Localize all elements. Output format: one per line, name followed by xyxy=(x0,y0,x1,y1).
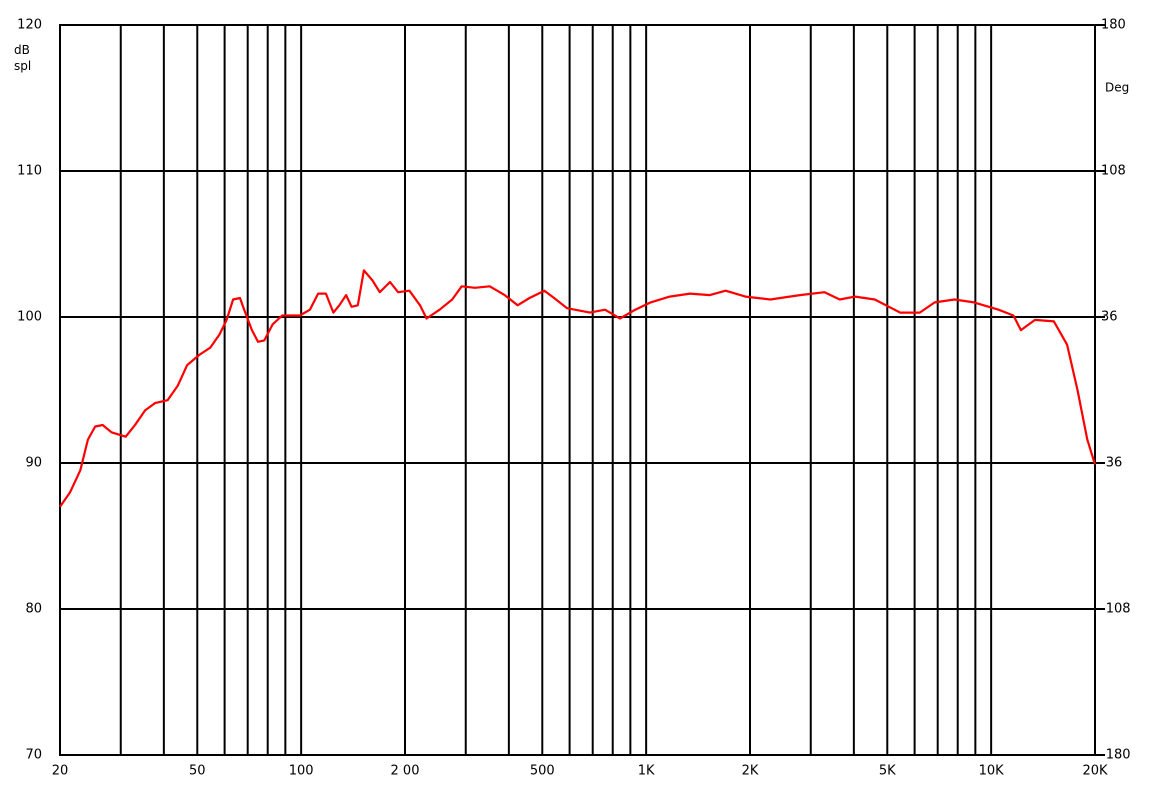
x-tick-label: 20K xyxy=(1082,764,1108,779)
x-tick-label: 5K xyxy=(879,764,896,779)
x-tick-label: 20 xyxy=(52,764,69,779)
x-tick-label: 10K xyxy=(979,764,1005,779)
x-tick-label: 2K xyxy=(742,764,759,779)
x-tick-label: 2 00 xyxy=(391,764,420,779)
x-tick-label: 50 xyxy=(189,764,206,779)
y-tick-label: 70 xyxy=(25,748,42,763)
y-axis-label: dB spl xyxy=(14,43,31,73)
x-tick-label: 100 xyxy=(289,764,314,779)
y2-tick-label: -180 xyxy=(1101,748,1131,763)
y-tick-label: 90 xyxy=(25,456,42,471)
y-tick-label: 110 xyxy=(17,164,42,179)
y2-tick-label: 180 xyxy=(1101,18,1126,33)
y2-tick-label: 36 xyxy=(1101,310,1118,325)
plot-border xyxy=(59,24,1096,756)
y2-tick-label: -36 xyxy=(1101,456,1122,471)
y-tick-label: 100 xyxy=(17,310,42,325)
y2-axis-label: Deg xyxy=(1105,81,1129,95)
x-tick-label: 500 xyxy=(530,764,555,779)
data-line xyxy=(59,269,1097,508)
y-tick-label: 80 xyxy=(25,602,42,617)
x-tick-label: 1K xyxy=(638,764,655,779)
y2-tick-label: 108 xyxy=(1101,164,1126,179)
y2-tick-label: -108 xyxy=(1101,602,1131,617)
y-tick-label: 120 xyxy=(17,18,42,33)
